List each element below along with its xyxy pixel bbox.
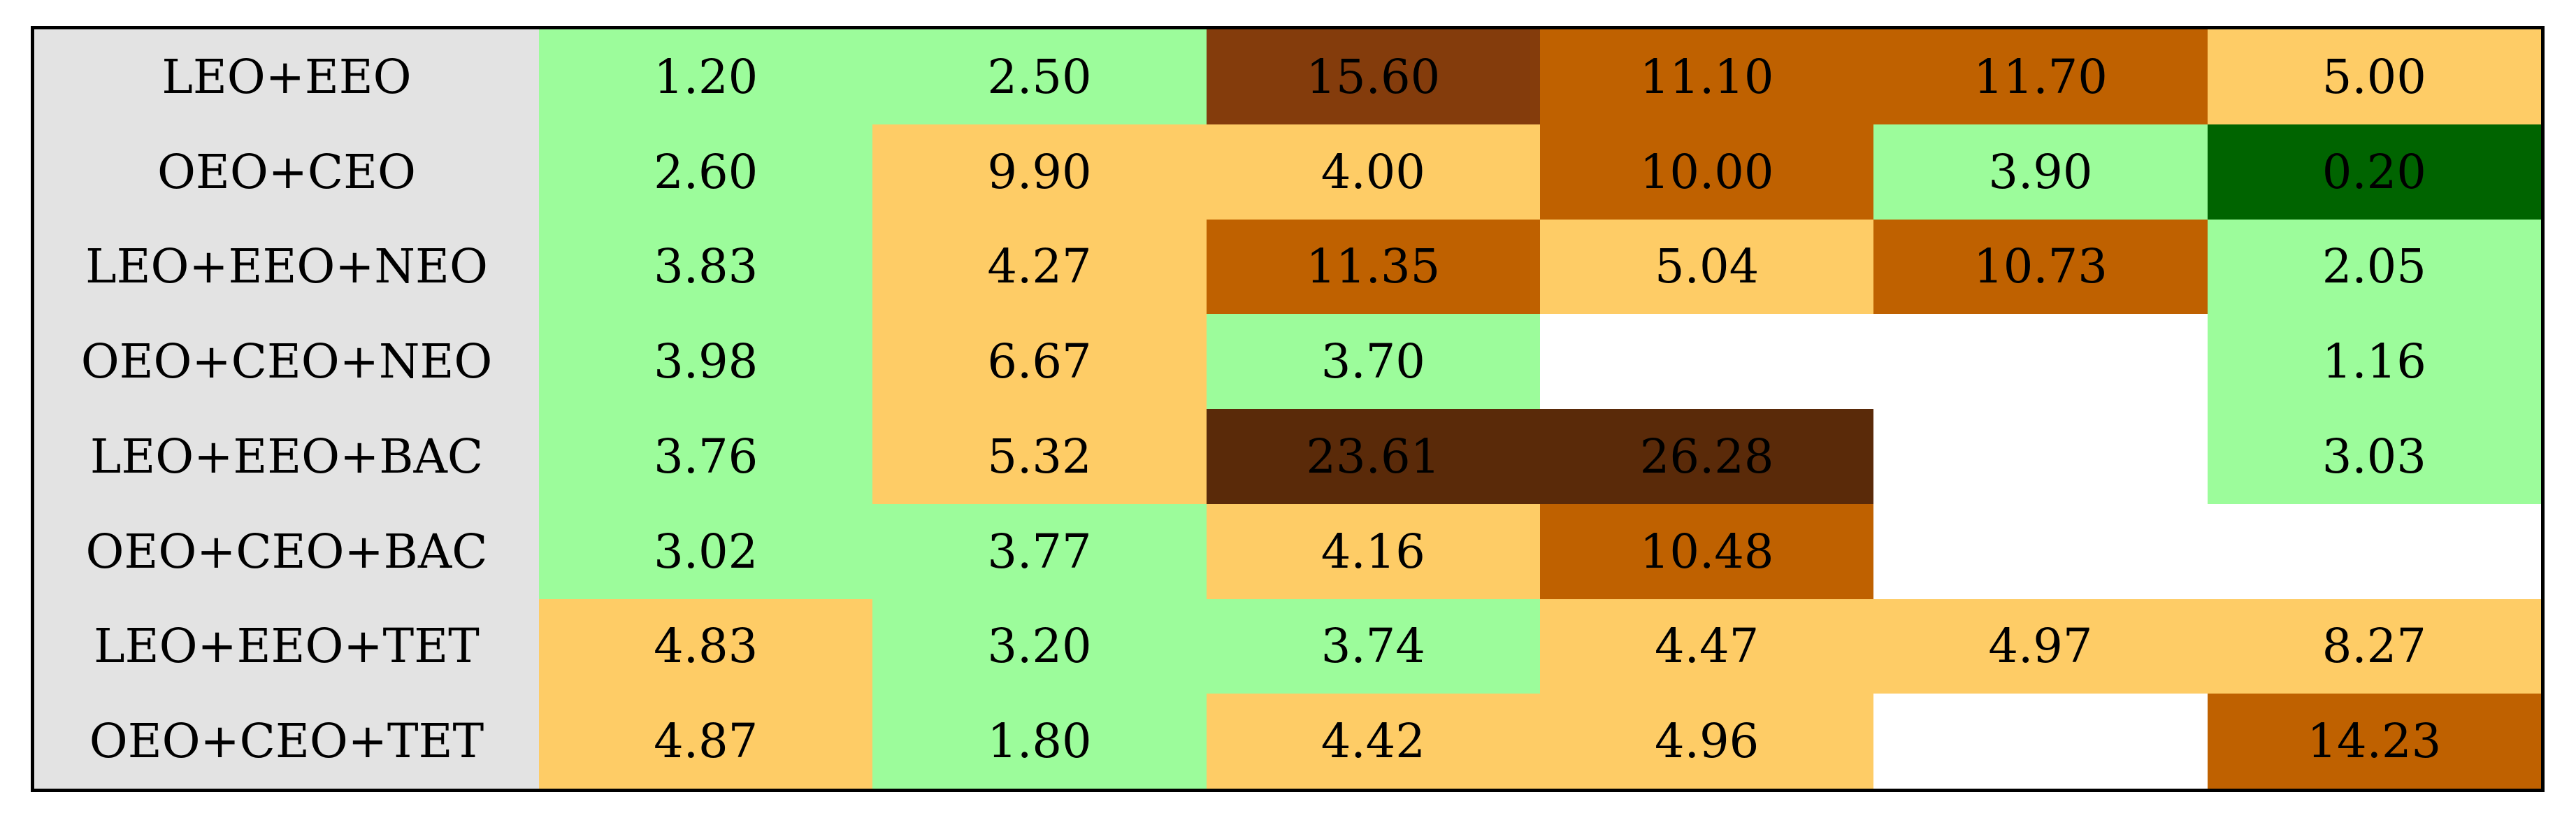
- heatmap-cell: 11.35: [1206, 219, 1540, 315]
- row-label: LEO+EEO+BAC: [34, 409, 539, 504]
- heatmap-cell: 4.16: [1206, 503, 1540, 599]
- heatmap-cell: 4.97: [1873, 598, 2208, 694]
- heatmap-cell: 2.60: [539, 124, 873, 220]
- heatmap-cell: 5.32: [872, 409, 1207, 504]
- heatmap-cell: 3.74: [1206, 598, 1540, 694]
- heatmap-cell: 5.00: [2207, 29, 2541, 124]
- heatmap-cell: 3.83: [539, 219, 873, 315]
- heatmap-cell: 15.60: [1206, 29, 1540, 124]
- heatmap-cell: 10.00: [1539, 124, 1874, 220]
- heatmap-cell: 9.90: [872, 124, 1207, 220]
- row-label: OEO+CEO: [34, 124, 539, 220]
- heatmap-row: OEO+CEO+BAC 3.02 3.77 4.16 10.48: [34, 503, 2541, 599]
- heatmap-cell: 3.98: [539, 314, 873, 409]
- heatmap-cell: 4.42: [1206, 694, 1540, 789]
- row-label: OEO+CEO+TET: [34, 694, 539, 789]
- heatmap-cell: [2207, 503, 2541, 599]
- heatmap-cell: 3.02: [539, 503, 873, 599]
- heatmap-cell: 4.00: [1206, 124, 1540, 220]
- heatmap-body: LEO+EEO 1.20 2.50 15.60 11.10 11.70 5.00 OEO+CE…: [34, 29, 2541, 789]
- row-label: LEO+EEO+TET: [34, 598, 539, 694]
- row-label: OEO+CEO+BAC: [34, 503, 539, 599]
- heatmap-cell: 4.96: [1539, 694, 1874, 789]
- heatmap-cell: 3.20: [872, 598, 1207, 694]
- heatmap-cell: 4.47: [1539, 598, 1874, 694]
- heatmap-cell: 10.48: [1539, 503, 1874, 599]
- heatmap-row: OEO+CEO+NEO 3.98 6.67 3.70 1.16: [34, 314, 2541, 409]
- heatmap-cell: 10.73: [1873, 219, 2208, 315]
- heatmap-cell: 14.23: [2207, 694, 2541, 789]
- heatmap-cell: 6.67: [872, 314, 1207, 409]
- row-label: LEO+EEO+NEO: [34, 219, 539, 315]
- heatmap-cell: 1.80: [872, 694, 1207, 789]
- row-label: OEO+CEO+NEO: [34, 314, 539, 409]
- row-label: LEO+EEO: [34, 29, 539, 124]
- heatmap-cell: [1873, 314, 2208, 409]
- heatmap-cell: 26.28: [1539, 409, 1874, 504]
- heatmap-cell: 23.61: [1206, 409, 1540, 504]
- heatmap-cell: 4.87: [539, 694, 873, 789]
- heatmap-row: LEO+EEO+BAC 3.76 5.32 23.61 26.28 3.03: [34, 409, 2541, 504]
- heatmap-cell: 0.20: [2207, 124, 2541, 220]
- heatmap-row: LEO+EEO 1.20 2.50 15.60 11.10 11.70 5.00: [34, 29, 2541, 124]
- heatmap-cell: 4.27: [872, 219, 1207, 315]
- heatmap-table: LEO+EEO 1.20 2.50 15.60 11.10 11.70 5.00 OEO+CE…: [34, 29, 2541, 789]
- heatmap-cell: 11.10: [1539, 29, 1874, 124]
- heatmap-cell: 2.05: [2207, 219, 2541, 315]
- heatmap-cell: [1873, 694, 2208, 789]
- heatmap-row: OEO+CEO+TET 4.87 1.80 4.42 4.96 14.23: [34, 694, 2541, 789]
- heatmap-cell: 3.70: [1206, 314, 1540, 409]
- heatmap-row: LEO+EEO+TET 4.83 3.20 3.74 4.47 4.97 8.27: [34, 598, 2541, 694]
- heatmap-cell: 5.04: [1539, 219, 1874, 315]
- heatmap-cell: [1539, 314, 1874, 409]
- heatmap-row: OEO+CEO 2.60 9.90 4.00 10.00 3.90 0.20: [34, 124, 2541, 220]
- heatmap-cell: 1.20: [539, 29, 873, 124]
- heatmap-cell: 8.27: [2207, 598, 2541, 694]
- heatmap-cell: 2.50: [872, 29, 1207, 124]
- heatmap-cell: 3.77: [872, 503, 1207, 599]
- heatmap-cell: 3.90: [1873, 124, 2208, 220]
- heatmap-cell: 3.03: [2207, 409, 2541, 504]
- heatmap-row: LEO+EEO+NEO 3.83 4.27 11.35 5.04 10.73 2.05: [34, 219, 2541, 315]
- heatmap-cell: 3.76: [539, 409, 873, 504]
- heatmap-chart: LEO+EEO 1.20 2.50 15.60 11.10 11.70 5.00 OEO+CE…: [31, 26, 2545, 792]
- heatmap-cell: [1873, 409, 2208, 504]
- heatmap-cell: 1.16: [2207, 314, 2541, 409]
- heatmap-cell: 11.70: [1873, 29, 2208, 124]
- heatmap-cell: [1873, 503, 2208, 599]
- heatmap-cell: 4.83: [539, 598, 873, 694]
